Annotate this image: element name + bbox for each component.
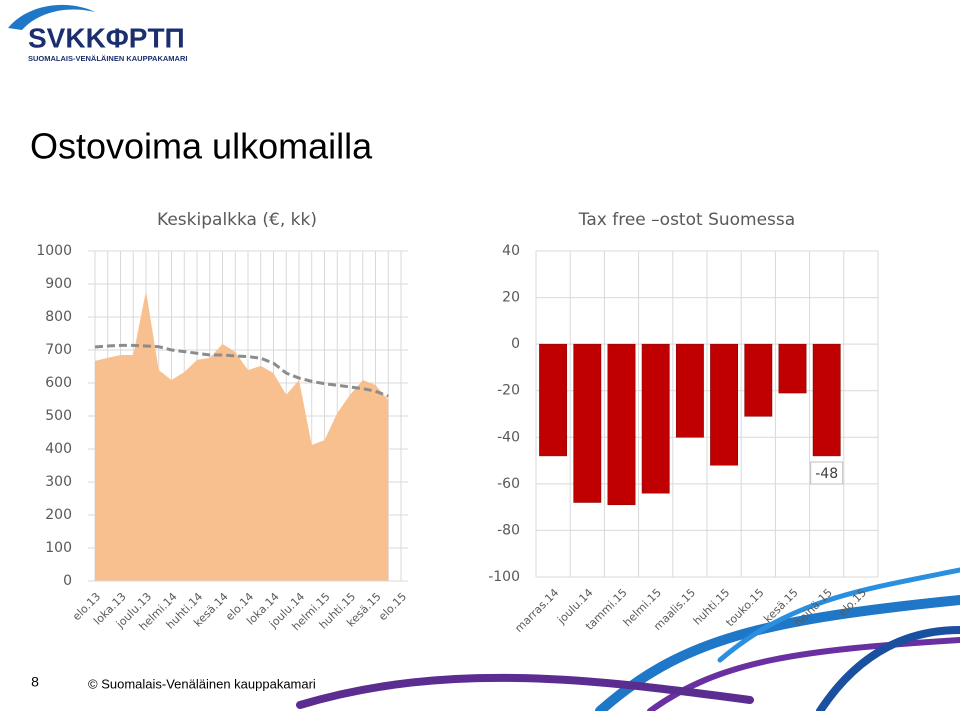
decor	[296, 567, 960, 711]
y-tick-label: -60	[497, 476, 520, 492]
page-number: 8	[31, 674, 39, 690]
line	[94, 343, 389, 398]
y-tick-label: 0	[63, 573, 72, 589]
y-tick-label: -100	[488, 569, 520, 585]
y-tick-label: 400	[45, 441, 72, 457]
logo-name: SVKKΦPTΠ	[28, 22, 185, 53]
y-tick-label: 700	[45, 342, 72, 358]
y-tick-label: 40	[502, 243, 520, 259]
bar	[641, 343, 670, 494]
bar	[710, 343, 739, 466]
x-tick-label: touko.15	[723, 586, 766, 629]
data-label: -48	[815, 466, 838, 482]
y-tick-label: 20	[502, 290, 520, 306]
footer-text: © Suomalais-Venäläinen kauppakamari	[88, 676, 316, 691]
y-tick-label: 500	[45, 408, 72, 424]
chart-title: Tax free –ostot Suomessa	[578, 210, 795, 230]
bar	[539, 343, 568, 457]
data-label-box	[810, 461, 844, 485]
logo-subtitle: SUOMALAIS-VENÄLÄINEN KAUPPAKAMARI	[28, 54, 187, 63]
logo-swoosh	[8, 4, 95, 30]
y-tick-label: 0	[511, 336, 520, 352]
y-tick-label: 600	[45, 375, 72, 391]
bar	[812, 343, 841, 457]
y-tick-label: 200	[45, 507, 72, 523]
bar	[675, 343, 704, 438]
x-tick-label: elo.15	[376, 590, 409, 623]
y-tick-label: 1000	[36, 243, 72, 259]
y-tick-label: 100	[45, 540, 72, 556]
y-tick-label: -80	[497, 522, 520, 538]
area	[95, 290, 389, 581]
slide-title: Ostovoima ulkomailla	[30, 126, 373, 167]
y-tick-label: 900	[45, 276, 72, 292]
y-tick-label: -20	[497, 383, 520, 399]
y-tick-label: -40	[497, 429, 520, 445]
bar	[573, 343, 602, 503]
bar	[607, 343, 636, 506]
y-tick-label: 800	[45, 309, 72, 325]
bar	[778, 343, 807, 394]
y-tick-label: 300	[45, 474, 72, 490]
x-tick-label: marras.14	[512, 586, 561, 635]
bar	[744, 343, 773, 417]
chart-title: Keskipalkka (€, kk)	[157, 210, 317, 230]
